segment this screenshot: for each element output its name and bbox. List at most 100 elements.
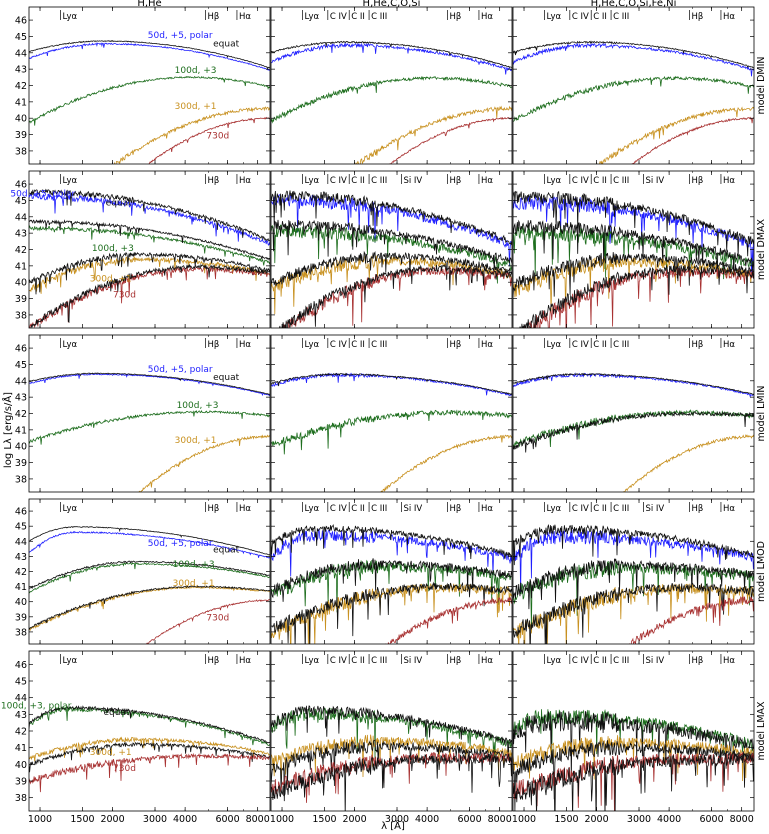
spectrum-line (513, 372, 754, 399)
spectrum-line (271, 42, 512, 75)
y-tick-label: 40 (15, 597, 27, 608)
line-marker-label: Lyα (546, 176, 561, 186)
panel-r1-c2: Lyα C IV C II C III Si IV Hβ Hα (512, 170, 755, 329)
series-label: 100d, +3 (175, 66, 217, 76)
spectrum-line (29, 705, 270, 744)
y-tick-label: 46 (15, 344, 27, 355)
y-tick-label: 45 (15, 360, 27, 371)
y-tick-label: 40 (15, 114, 27, 125)
line-marker-label: Hβ (692, 504, 704, 514)
series-label: 100d, +3 (173, 560, 215, 570)
y-tick-label: 44 (15, 212, 27, 223)
spectrum-line (385, 596, 512, 644)
y-tick-label: 42 (15, 245, 27, 256)
spectrum-line (271, 581, 512, 644)
x-tick-label: 4000 (415, 814, 439, 825)
spectrum-line (513, 709, 754, 764)
y-tick-label: 41 (15, 425, 27, 436)
series-label: equat (106, 198, 132, 208)
line-marker-label: C III (613, 340, 629, 350)
column-title: H,He,C,O,Si (363, 0, 421, 9)
spectrum-line (513, 582, 754, 644)
line-marker-label: Hβ (208, 656, 220, 666)
line-marker-label: C III (613, 176, 629, 186)
x-axis-label: λ [Å] (381, 819, 405, 832)
spectrum-line (513, 219, 754, 279)
y-tick-label: 43 (15, 229, 27, 240)
line-marker-label: C III (371, 12, 387, 22)
line-marker-label: Lyα (62, 176, 77, 186)
panel-r0-c1: Lyα C IV C II C III Hβ Hα (270, 6, 513, 165)
row-label: model LMAX (756, 701, 767, 761)
y-tick-label: 39 (15, 612, 27, 623)
series-label: equat (213, 546, 239, 556)
line-marker-label: Si IV (403, 176, 422, 186)
y-tick-label: 41 (15, 97, 27, 108)
line-marker-label: C III (613, 504, 629, 514)
line-marker-label: C II (351, 176, 365, 186)
line-marker-label: Lyα (304, 504, 319, 514)
y-tick-label: 41 (15, 743, 27, 754)
series-label: 300d, +1 (173, 579, 215, 589)
line-marker-label: C III (371, 176, 387, 186)
spectrum-line (29, 75, 270, 126)
line-marker-label: Hβ (692, 656, 704, 666)
line-marker-label: C IV (572, 656, 589, 666)
line-marker-label: Lyα (546, 504, 561, 514)
series-label: 730d (113, 764, 136, 774)
line-marker-label: C II (593, 656, 607, 666)
spectrum-line (355, 105, 512, 164)
row-labels: model DMIN model DMAX model LMIN model LMOD… (756, 56, 767, 760)
series-label: 730d (113, 291, 136, 301)
x-tick-label: 6000 (457, 814, 481, 825)
line-marker-label: C IV (330, 656, 347, 666)
series-label: 100d, +3 (177, 401, 219, 411)
x-tick-label: 3000 (385, 814, 409, 825)
spectrum-line (29, 225, 270, 266)
column-title: H,He (137, 0, 161, 9)
line-marker-label: Si IV (403, 504, 422, 514)
x-tick-label: 1000 (512, 814, 536, 825)
x-tick-label: 2000 (342, 814, 366, 825)
panel-r3-c0: 38 39 40 41 42 43 44 45 46 Lyα Hβ Hα 50d, +5, polare… (15, 498, 271, 645)
spectrum-line (380, 434, 512, 492)
y-tick-label: 39 (15, 458, 27, 469)
y-tick-label: 43 (15, 393, 27, 404)
spectrum-line (513, 75, 754, 122)
line-marker-label: Hβ (692, 12, 704, 22)
line-marker-label: C IV (572, 504, 589, 514)
spectrum-line (513, 190, 754, 257)
y-tick-label: 43 (15, 65, 27, 76)
spectrum-line (29, 526, 270, 556)
spectrum-line (29, 585, 270, 630)
spectrum-line (29, 39, 270, 70)
spectrum-line (513, 410, 754, 453)
y-tick-label: 38 (15, 474, 27, 485)
y-tick-label: 40 (15, 760, 27, 771)
spectrum-line (621, 434, 754, 492)
y-tick-label: 41 (15, 261, 27, 272)
y-tick-label: 41 (15, 582, 27, 593)
line-marker-label: Lyα (304, 656, 319, 666)
spectrum-line (271, 739, 512, 802)
spectrum-line (596, 106, 754, 164)
line-marker-label: Hα (239, 340, 251, 350)
series-label: 50d, +5, polar (10, 189, 75, 199)
spectrum-line (514, 264, 754, 328)
x-tick-label: 2000 (584, 814, 608, 825)
spectrum-line (148, 116, 270, 164)
y-tick-label: 40 (15, 442, 27, 453)
series-label: 300d, +1 (175, 102, 217, 112)
spectrum-line (271, 705, 512, 762)
panel-r1-c1: Lyα C IV C II C III Si IV Hβ Hα (270, 170, 513, 329)
y-tick-label: 39 (15, 777, 27, 788)
line-marker-label: Lyα (62, 12, 77, 22)
line-marker-label: C II (351, 12, 365, 22)
y-tick-label: 46 (15, 16, 27, 27)
spectrum-line (281, 265, 512, 328)
line-marker-label: Hα (723, 504, 735, 514)
panel-r2-c1: Lyα C IV C II C III Hβ Hα (270, 334, 513, 493)
line-marker-label: C II (593, 340, 607, 350)
spectrum-line (271, 224, 512, 284)
spectrum-line (29, 373, 270, 397)
